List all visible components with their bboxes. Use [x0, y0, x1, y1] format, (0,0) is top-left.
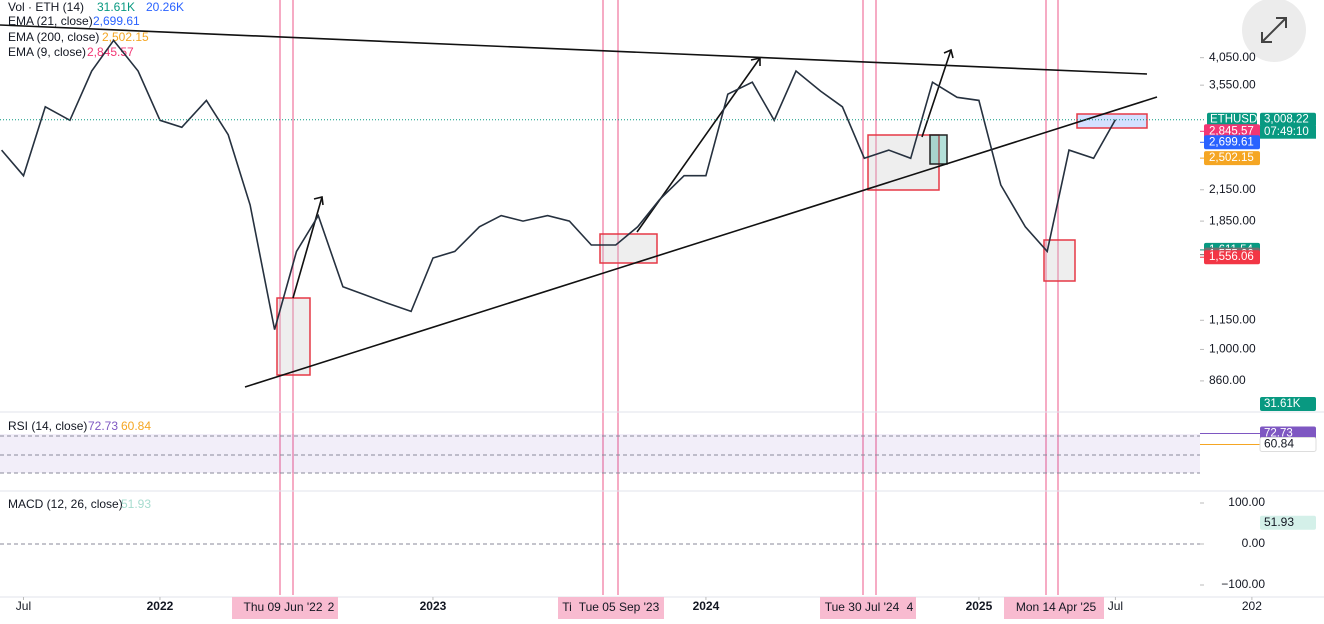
date-label: Tue 05 Sep '23 — [579, 600, 660, 614]
macd-tick-label: 100.00 — [1228, 495, 1265, 509]
symbol-tag-bg — [1207, 112, 1257, 127]
price-tag-bg — [1204, 135, 1260, 150]
legend-label: RSI (14, close) — [8, 419, 87, 433]
legend-label: MACD (12, 26, close) — [8, 497, 123, 511]
x-tick-label: 2025 — [966, 599, 993, 613]
legend-value: 2,845.57 — [87, 45, 134, 59]
volume-tag-bg — [1260, 397, 1316, 411]
y-tick-label: 860.00 — [1209, 373, 1246, 387]
price-tag: 2,845.57 — [1209, 125, 1254, 137]
legend-value: 72.73 — [88, 419, 118, 433]
legend-value: 60.84 — [121, 419, 151, 433]
macd-tick-label: −100.00 — [1221, 577, 1265, 591]
x-tick-label: 202 — [1242, 599, 1262, 613]
price-tag: 3,008.22 — [1264, 114, 1309, 126]
date-label: Tue 30 Jul '24 — [825, 600, 900, 614]
date-label-bg — [902, 597, 916, 619]
price-tag: 2,699.61 — [1209, 136, 1254, 148]
date-label-bg — [574, 597, 664, 619]
symbol-tag: ETHUSD — [1210, 114, 1257, 126]
macd-tag: 51.93 — [1264, 515, 1294, 529]
date-label-bg — [232, 597, 330, 619]
date-label: Ti — [562, 600, 572, 614]
price-line — [0, 39, 1117, 330]
timer: 07:49:10 — [1264, 126, 1309, 138]
rsi-tag: 60.84 — [1264, 437, 1294, 451]
price-tag-bg — [1204, 250, 1260, 265]
y-tick-label: 2,150.00 — [1209, 182, 1256, 196]
macd-tag-bg — [1260, 515, 1316, 530]
date-label: 4 — [907, 600, 914, 614]
legend-value: 51.93 — [121, 497, 151, 511]
legend: Vol · ETH (14) 31.61K 20.26K EMA (21, cl… — [8, 0, 184, 511]
legend-label: EMA (21, close) — [8, 14, 93, 28]
y-tick-label: 3,550.00 — [1209, 77, 1256, 91]
rsi-tag-bg — [1259, 436, 1317, 452]
date-label-bg — [558, 597, 576, 619]
x-tick-label: 2022 — [147, 599, 174, 613]
x-tick-label: Jul — [16, 599, 31, 613]
price-tag: 2,502.15 — [1209, 152, 1254, 164]
y-tick-label: 1,850.00 — [1209, 213, 1256, 227]
legend-value: 20.26K — [146, 0, 184, 14]
date-label-bg — [820, 597, 904, 619]
annotations — [0, 0, 1324, 598]
x-tick-label: Jul — [1108, 599, 1123, 613]
legend-value: 31.61K — [97, 0, 135, 14]
y-tick-label: 1,000.00 — [1209, 342, 1256, 356]
price-tag-bg — [1204, 124, 1260, 139]
legend-label: Vol · ETH (14) — [8, 0, 84, 14]
date-label: Mon 14 Apr '25 — [1016, 600, 1097, 614]
y-tick-label: 4,050.00 — [1209, 50, 1256, 64]
legend-value: 2,699.61 — [93, 14, 140, 28]
legend-value: 2,502.15 — [102, 30, 149, 44]
date-label: Thu 09 Jun '22 — [243, 600, 322, 614]
price-tag-bg — [1204, 151, 1260, 166]
y-tick-label: 1,150.00 — [1209, 312, 1256, 326]
volume-tag: 31.61K — [1264, 398, 1301, 410]
date-label-bg — [1004, 597, 1104, 619]
x-tick-label: 2023 — [420, 599, 447, 613]
legend-label: EMA (200, close) — [8, 30, 99, 44]
macd-tick-label: 0.00 — [1242, 536, 1266, 550]
price-tag: 1,556.06 — [1209, 251, 1254, 263]
date-label: 2 — [328, 600, 335, 614]
timer-bg — [1260, 125, 1316, 139]
date-label-bg — [324, 597, 338, 619]
x-tick-label: 2024 — [693, 599, 720, 613]
legend-label: EMA (9, close) — [8, 45, 86, 59]
price-tag-bg — [1260, 112, 1316, 127]
rsi-tag: 72.73 — [1264, 428, 1293, 440]
